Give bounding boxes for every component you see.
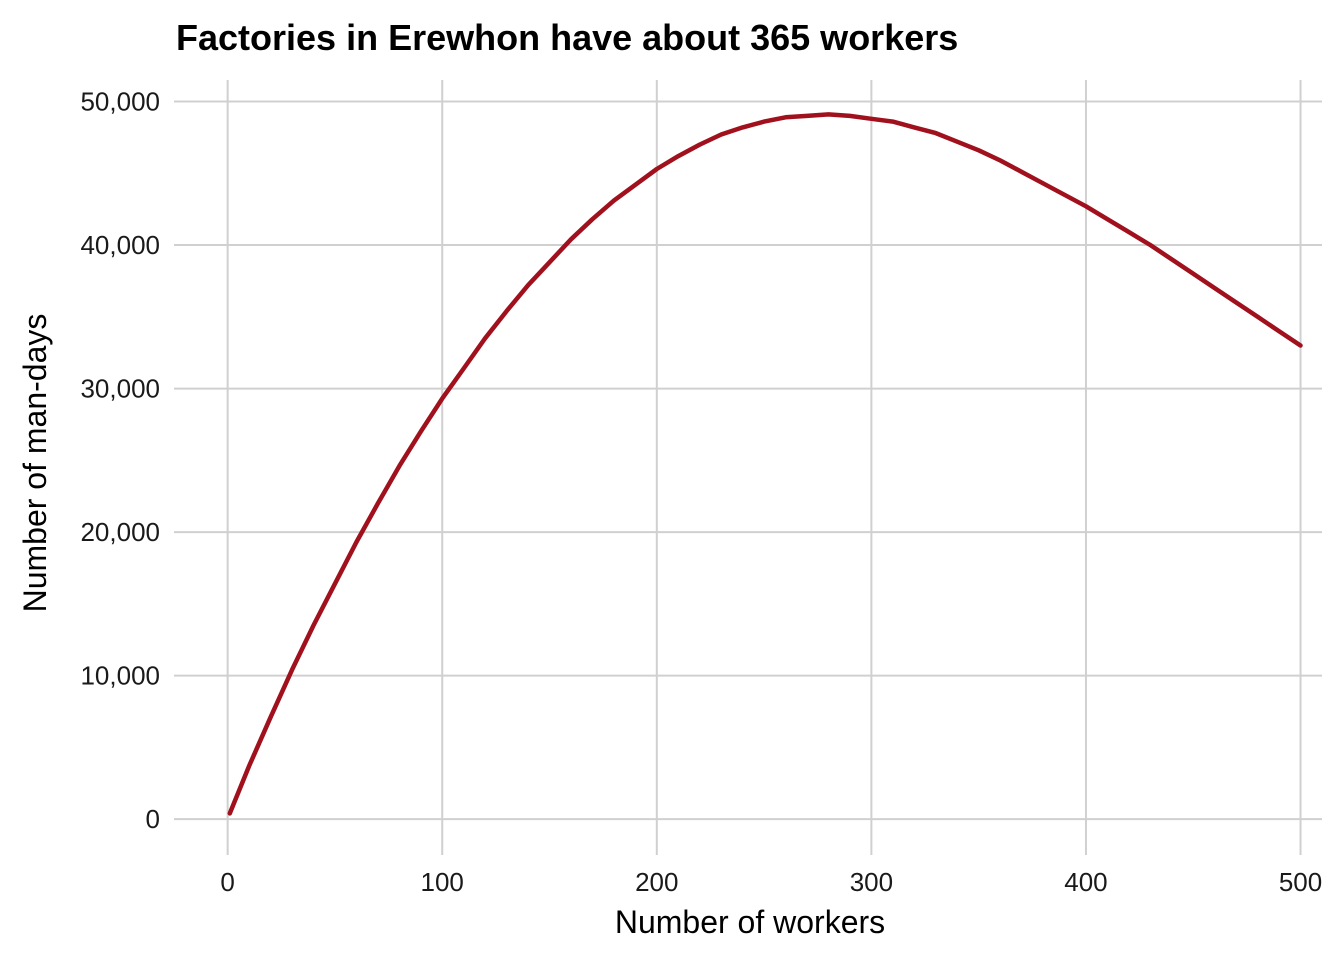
x-tick-label: 400 (1064, 867, 1107, 897)
x-tick-label: 300 (850, 867, 893, 897)
series-group (227, 112, 1303, 816)
y-tick-label: 0 (146, 804, 160, 834)
y-tick-label: 10,000 (80, 661, 160, 691)
x-axis-label: Number of workers (615, 904, 885, 940)
x-tick-label: 200 (635, 867, 678, 897)
y-tick-label: 50,000 (80, 87, 160, 117)
x-tick-label: 500 (1279, 867, 1322, 897)
grid (174, 80, 1322, 855)
x-tick-labels: 0 100 200 300 400 500 (220, 867, 1322, 897)
series-line (227, 112, 1303, 816)
x-tick-label: 100 (421, 867, 464, 897)
x-tick-label: 0 (220, 867, 234, 897)
y-tick-label: 30,000 (80, 374, 160, 404)
chart-title: Factories in Erewhon have about 365 work… (176, 17, 958, 58)
y-tick-labels: 0 10,000 20,000 30,000 40,000 50,000 (80, 87, 160, 835)
y-tick-label: 20,000 (80, 517, 160, 547)
y-axis-label: Number of man-days (17, 314, 53, 613)
y-tick-label: 40,000 (80, 230, 160, 260)
